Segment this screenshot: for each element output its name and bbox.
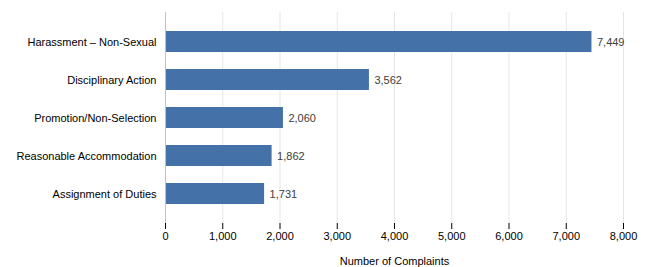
svg-text:Promotion/Non-Selection: Promotion/Non-Selection — [34, 112, 156, 124]
svg-text:2,060: 2,060 — [288, 112, 316, 124]
svg-text:4,000: 4,000 — [381, 230, 409, 242]
svg-text:1,862: 1,862 — [277, 150, 305, 162]
svg-text:Harassment – Non-Sexual: Harassment – Non-Sexual — [27, 36, 156, 48]
svg-text:0: 0 — [162, 230, 168, 242]
svg-text:Assignment of Duties: Assignment of Duties — [53, 188, 157, 200]
svg-text:6,000: 6,000 — [495, 230, 523, 242]
svg-text:Number of Complaints: Number of Complaints — [340, 255, 450, 267]
svg-text:3,562: 3,562 — [374, 74, 402, 86]
svg-text:1,000: 1,000 — [209, 230, 237, 242]
svg-text:Disciplinary Action: Disciplinary Action — [67, 74, 156, 86]
svg-text:7,449: 7,449 — [597, 36, 625, 48]
svg-text:5,000: 5,000 — [438, 230, 466, 242]
svg-text:8,000: 8,000 — [610, 230, 638, 242]
svg-text:Reasonable Accommodation: Reasonable Accommodation — [16, 150, 156, 162]
svg-text:2,000: 2,000 — [266, 230, 294, 242]
svg-text:1,731: 1,731 — [270, 188, 298, 200]
svg-text:7,000: 7,000 — [552, 230, 580, 242]
svg-text:3,000: 3,000 — [323, 230, 351, 242]
